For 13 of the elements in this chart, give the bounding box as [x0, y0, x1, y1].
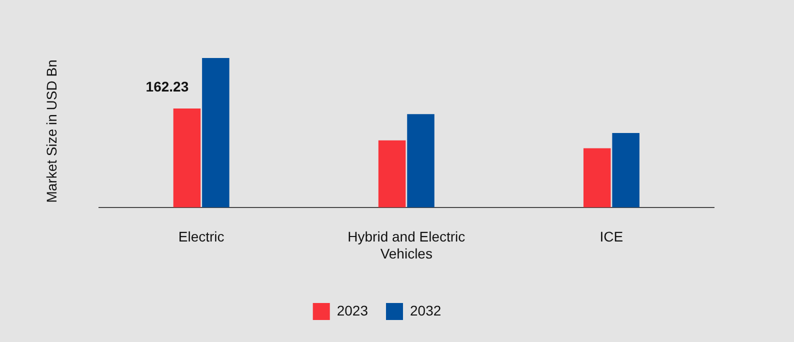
- legend-label: 2032: [410, 302, 442, 318]
- data-label: 162.23: [146, 78, 189, 94]
- bar: [612, 133, 640, 208]
- bar: [173, 108, 201, 208]
- x-tick-label: ICE: [600, 228, 624, 245]
- legend-label: 2023: [336, 302, 368, 318]
- bar: [583, 148, 611, 208]
- x-tick-label: Hybrid and Electric Vehicles: [348, 228, 466, 262]
- bar: [202, 58, 230, 208]
- bar: [407, 114, 434, 208]
- y-axis-title: Market Size in USD Bn: [43, 60, 60, 203]
- x-tick-label: Electric: [178, 228, 224, 245]
- bar: [378, 140, 406, 208]
